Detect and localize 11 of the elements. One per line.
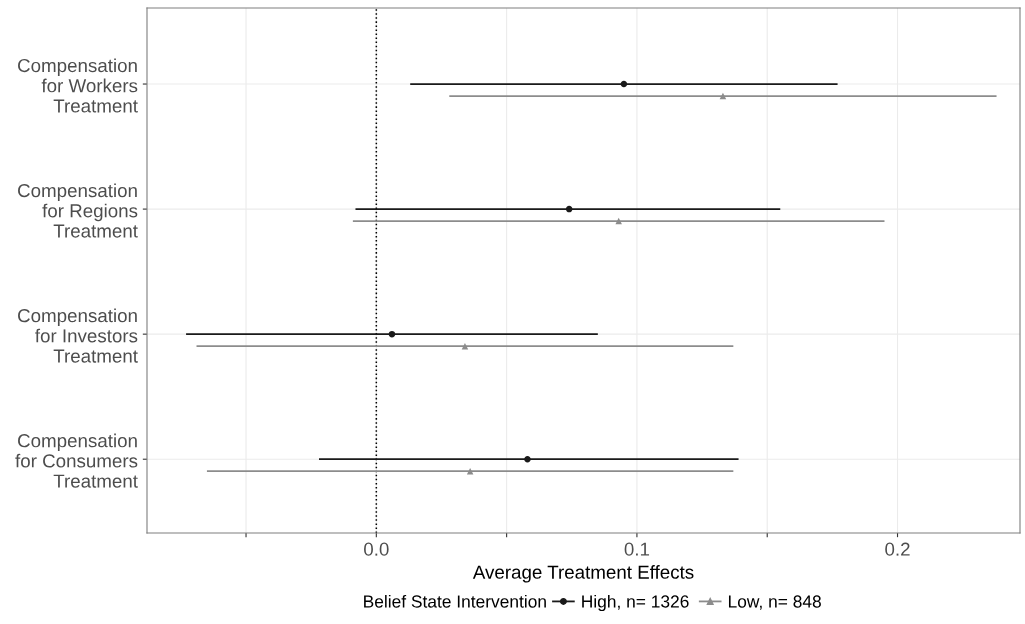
y-tick-label: Compensation for Consumers Treatment [15,433,138,488]
legend-label: Low, n= 848 [728,595,821,610]
x-axis-title: Average Treatment Effects [472,565,694,583]
legend-label: High, n= 1326 [582,594,689,612]
y-tick-label: Compensation for Regions Treatment [18,183,138,238]
legend-title: Belief State Intervention [364,594,546,608]
y-tick-label: Compensation for Investors Treatment [18,308,138,363]
x-tick-label: 0.1 [624,542,650,556]
y-tick-label: Compensation for Workers Treatment [18,58,138,113]
x-tick-label: 0.0 [364,542,389,556]
x-tick-label: 0.2 [885,542,910,556]
